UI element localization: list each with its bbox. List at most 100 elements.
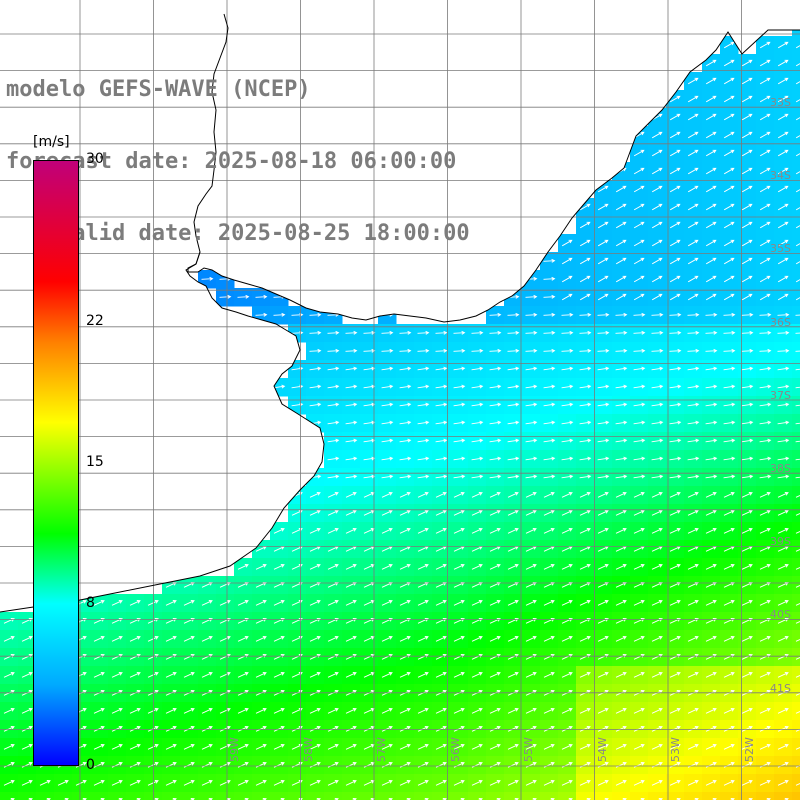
speed-cell (792, 414, 800, 433)
wind-arrow (687, 95, 699, 103)
speed-cell (792, 792, 800, 800)
wind-arrow (687, 474, 700, 479)
wind-arrow (795, 99, 800, 103)
wind-arrow (777, 239, 789, 247)
colorbar-gradient (34, 161, 78, 765)
wind-arrow (507, 564, 519, 570)
wind-arrow (705, 131, 717, 139)
wind-arrow (489, 744, 501, 750)
lat-label-35S: 35S (770, 242, 791, 256)
wind-arrow (687, 528, 699, 534)
wind-arrow (561, 474, 574, 479)
wind-arrow (687, 185, 699, 193)
wind-arrow (255, 600, 267, 606)
wind-arrow (579, 275, 591, 283)
wind-arrow (111, 672, 123, 678)
wind-arrow (723, 275, 735, 283)
wind-arrow (777, 708, 789, 714)
wind-arrow (399, 672, 411, 678)
wind-arrow (435, 474, 448, 479)
wind-arrow (471, 528, 483, 534)
wind-arrow (741, 95, 753, 103)
wind-arrow (21, 762, 33, 768)
wind-arrow (129, 672, 141, 678)
wind-arrow (597, 330, 610, 335)
wind-arrow (622, 798, 627, 800)
wind-arrow (460, 798, 465, 800)
wind-arrow (615, 492, 627, 498)
wind-arrow (424, 798, 429, 800)
wind-arrow (741, 564, 753, 570)
wind-arrow (615, 708, 627, 714)
wind-arrow (345, 420, 358, 425)
wind-arrow (327, 492, 339, 498)
wind-arrow (561, 239, 573, 247)
wind-arrow (129, 708, 141, 714)
wind-arrow (723, 366, 736, 371)
colorbar-tick-15: 15 (86, 454, 104, 470)
wind-arrow (507, 384, 520, 389)
wind-arrow (687, 456, 700, 461)
wind-arrow (795, 243, 800, 247)
wind-arrow (723, 510, 735, 516)
wind-arrow (777, 185, 789, 193)
wind-arrow (388, 798, 393, 800)
wind-arrow (525, 600, 537, 606)
wind-arrow (489, 636, 501, 642)
wind-arrow (345, 708, 357, 714)
wind-arrow (57, 780, 69, 786)
wind-arrow (543, 672, 555, 678)
wind-arrow (669, 275, 681, 283)
wind-arrow (687, 672, 699, 678)
wind-arrow (579, 221, 591, 229)
wind-arrow (165, 600, 177, 606)
wind-arrow (633, 456, 646, 461)
wind-arrow (687, 293, 699, 301)
wind-arrow (633, 510, 645, 516)
wind-arrow (489, 438, 502, 443)
wind-arrow (705, 402, 718, 407)
wind-arrow (705, 167, 717, 175)
wind-arrow (615, 221, 627, 229)
wind-arrow (543, 438, 556, 443)
wind-arrow (741, 528, 753, 534)
wind-arrow (147, 744, 159, 750)
wind-arrow (165, 744, 177, 750)
wind-arrow (615, 366, 628, 371)
wind-arrow (255, 312, 268, 317)
wind-arrow (633, 636, 645, 642)
wind-arrow (705, 384, 718, 389)
wind-arrow (201, 708, 213, 714)
wind-arrow (309, 672, 321, 678)
wind-arrow (759, 600, 771, 606)
speed-cell (486, 792, 505, 800)
wind-arrow (777, 95, 789, 103)
wind-arrow (651, 185, 663, 193)
wind-arrow (651, 744, 663, 750)
wind-arrow (352, 798, 357, 800)
wind-arrow (147, 780, 159, 786)
wind-arrow (46, 798, 51, 800)
wind-arrow (633, 600, 645, 606)
model-title: modelo GEFS-WAVE (NCEP) (6, 77, 311, 102)
speed-cell (792, 54, 800, 73)
wind-arrow (723, 59, 735, 67)
wind-arrow (309, 528, 321, 534)
wind-arrow (687, 402, 700, 407)
wind-arrow (93, 762, 105, 768)
wind-arrow (759, 564, 771, 570)
wind-arrow (795, 27, 800, 31)
wind-arrow (669, 510, 681, 516)
wind-arrow (525, 402, 538, 407)
colorbar-tick-0: 0 (86, 757, 95, 773)
wind-arrow (669, 185, 681, 193)
wind-arrow (561, 275, 573, 283)
wind-arrow (795, 638, 800, 642)
wind-arrow (579, 636, 591, 642)
wind-arrow (381, 564, 393, 570)
speed-cell (792, 72, 800, 91)
wind-arrow (615, 672, 627, 678)
wind-arrow (28, 798, 33, 800)
wind-arrow (651, 257, 663, 265)
wind-arrow (525, 528, 537, 534)
